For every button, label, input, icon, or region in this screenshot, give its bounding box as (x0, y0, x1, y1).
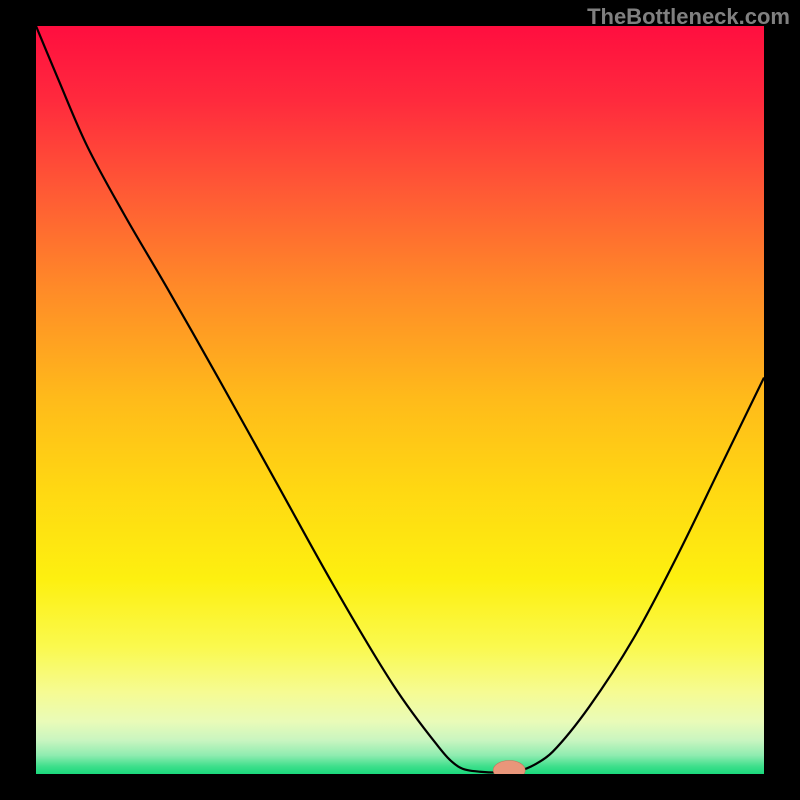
plot-area (36, 26, 764, 774)
plot-svg (36, 26, 764, 774)
chart-frame: TheBottleneck.com (0, 0, 800, 800)
gradient-background (36, 26, 764, 774)
watermark-text: TheBottleneck.com (587, 4, 790, 30)
